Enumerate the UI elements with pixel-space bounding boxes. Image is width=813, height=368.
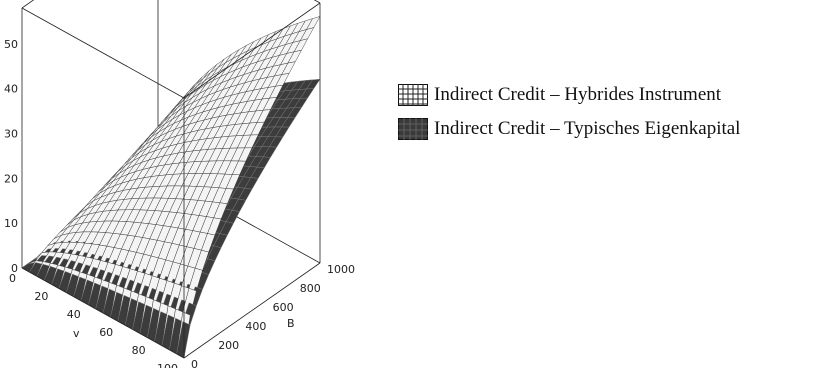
z-tick-label: 0 bbox=[11, 262, 18, 275]
y-tick-label: 0 bbox=[191, 358, 198, 368]
z-tick-label: 30 bbox=[4, 128, 18, 141]
y-tick-label: 200 bbox=[218, 339, 239, 352]
y-tick-label: 400 bbox=[245, 320, 266, 333]
x-tick-label: 0 bbox=[9, 272, 16, 285]
legend-label-eigenkapital: Indirect Credit – Typisches Eigenkapital bbox=[434, 118, 741, 139]
box-edge bbox=[183, 2, 321, 99]
box-edge bbox=[21, 267, 185, 359]
legend: Indirect Credit – Hybrides Instrument In… bbox=[398, 78, 740, 146]
y-axis-label: B bbox=[287, 317, 295, 330]
bounding-box-front bbox=[21, 2, 321, 359]
y-tick-label: 800 bbox=[300, 282, 321, 295]
z-tick-label: 20 bbox=[4, 172, 18, 185]
z-tick-label: 40 bbox=[4, 83, 18, 96]
legend-swatch-eigenkapital bbox=[398, 118, 428, 140]
y-tick-label: 600 bbox=[273, 301, 294, 314]
x-tick-label: 80 bbox=[132, 344, 146, 357]
x-tick-label: 60 bbox=[99, 326, 113, 339]
box-edge bbox=[183, 262, 321, 359]
legend-label-hybrides: Indirect Credit – Hybrides Instrument bbox=[434, 84, 722, 105]
box-edge bbox=[21, 0, 35, 9]
surface-plot: 0102030405002040608010002004006008001000… bbox=[4, 0, 355, 368]
surfaces bbox=[21, 16, 321, 359]
z-tick-label: 10 bbox=[4, 217, 18, 230]
legend-swatch-hybrides bbox=[398, 84, 428, 106]
box-edge bbox=[21, 7, 185, 99]
z-tick-label: 50 bbox=[4, 38, 18, 51]
legend-item-eigenkapital: Indirect Credit – Typisches Eigenkapital bbox=[398, 112, 740, 146]
x-axis-label: v bbox=[73, 327, 80, 340]
x-tick-label: 100 bbox=[157, 362, 178, 368]
y-tick-label: 1000 bbox=[327, 263, 355, 276]
x-tick-label: 40 bbox=[67, 308, 81, 321]
legend-item-hybrides: Indirect Credit – Hybrides Instrument bbox=[398, 78, 740, 112]
box-edge bbox=[313, 0, 321, 4]
tick-labels: 0102030405002040608010002004006008001000 bbox=[4, 38, 355, 368]
x-tick-label: 20 bbox=[34, 290, 48, 303]
